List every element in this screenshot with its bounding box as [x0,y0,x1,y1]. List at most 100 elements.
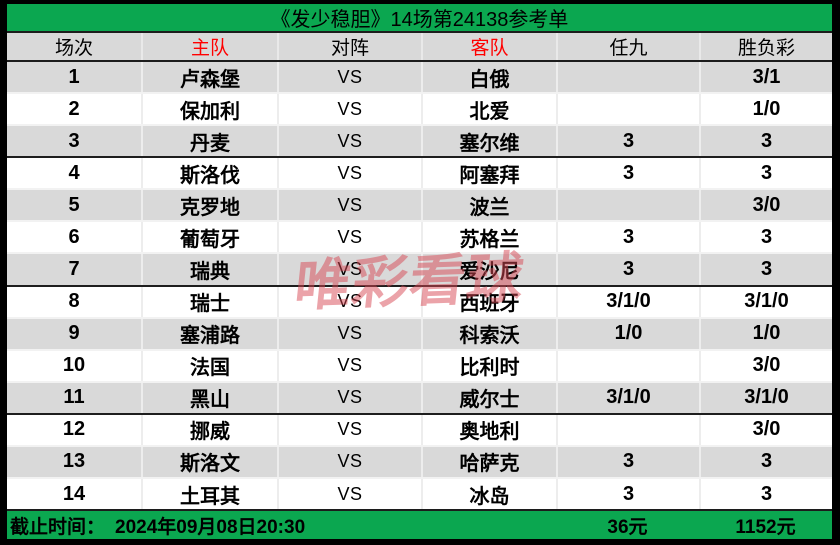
vs-label: VS [277,62,421,93]
match-row: 5 克罗地 VS 波兰 3/0 [7,188,832,221]
col-header-shengfucai: 胜负彩 [699,33,832,60]
match-no-cell: 1 [68,65,80,88]
home-team-cell: 葡萄牙 [141,222,277,253]
shengfucai-cell: 3 [699,446,832,478]
renjiu-cell: 3 [556,158,699,189]
shengfucai-cell: 1/0 [699,318,832,349]
shengfucai-cell: 3 [699,254,832,285]
shengfucai-cell: 3/0 [699,350,832,381]
away-team-cell: 威尔士 [421,382,556,413]
home-team-cell: 土耳其 [141,479,277,510]
table-header-row: 场次 主队 对阵 客队 任九 胜负彩 [7,33,832,60]
shengfucai-cell: 3/1/0 [699,286,832,317]
away-team-cell: 哈萨克 [421,446,556,478]
home-team-cell: 克罗地 [141,190,277,221]
deadline-value: 2024年09月08日20:30 [115,516,306,538]
shengfucai-cell: 1/0 [699,94,832,125]
renjiu-cell [556,94,699,125]
match-table-body: 1 卢森堡 VS 白俄 3/1 2 保加利 VS 北爱 1/0 3 丹麦 VS [7,62,832,510]
match-no-cell: 4 [68,161,80,184]
match-no-cell: 8 [68,290,80,313]
col-header-home-team: 主队 [141,33,277,60]
deadline-label: 截止时间： [10,516,106,538]
home-team-cell: 丹麦 [141,126,277,157]
renjiu-cell [556,190,699,221]
away-team-cell: 比利时 [421,350,556,381]
match-no-cell: 5 [68,193,80,216]
match-row: 14 土耳其 VS 冰岛 3 3 [7,477,832,510]
away-team-cell: 北爱 [421,94,556,125]
col-header-renjiu: 任九 [556,33,699,60]
match-row: 10 法国 VS 比利时 3/0 [7,348,832,381]
away-team-cell: 波兰 [421,190,556,221]
vs-label: VS [277,414,421,445]
away-team-cell: 阿塞拜 [421,158,556,189]
match-row: 8 瑞士 VS 西班牙 3/1/0 3/1/0 [7,286,832,317]
renjiu-cell: 3 [556,479,699,510]
col-header-match-no: 场次 [54,38,93,59]
vs-label: VS [277,222,421,253]
home-team-cell: 法国 [141,350,277,381]
home-team-cell: 瑞典 [141,254,277,285]
vs-label: VS [277,286,421,317]
col-header-versus: 对阵 [277,33,421,60]
shengfucai-cell: 3/0 [699,190,832,221]
divider-above-footer [7,509,832,511]
match-no-cell: 6 [68,225,80,248]
match-row: 12 挪威 VS 奥地利 3/0 [7,414,832,445]
match-row: 7 瑞典 VS 爱沙尼 3 3 [7,252,832,287]
match-row: 4 斯洛伐 VS 阿塞拜 3 3 [7,158,832,189]
away-team-cell: 奥地利 [421,414,556,445]
vs-label: VS [277,446,421,478]
renjiu-cell: 3 [556,222,699,253]
match-no-cell: 3 [68,129,80,152]
shengfucai-cell: 3 [699,158,832,189]
shengfucai-total: 1152元 [735,516,796,538]
home-team-cell: 塞浦路 [141,318,277,349]
match-no-cell: 13 [62,450,86,473]
renjiu-cell [556,62,699,93]
away-team-cell: 科索沃 [421,318,556,349]
home-team-cell: 斯洛文 [141,446,277,478]
match-no-cell: 7 [68,258,80,280]
vs-label: VS [277,350,421,381]
vs-label: VS [277,318,421,349]
home-team-cell: 瑞士 [141,286,277,317]
renjiu-cell: 3 [556,126,699,157]
shengfucai-cell: 3/1 [699,62,832,93]
shengfucai-cell: 3 [699,126,832,157]
renjiu-total: 36元 [607,516,648,538]
vs-label: VS [277,479,421,510]
match-row: 13 斯洛文 VS 哈萨克 3 3 [7,444,832,478]
page-title: 《发少稳胆》14场第24138参考单 [270,9,569,31]
match-no-cell: 9 [68,322,80,345]
vs-label: VS [277,126,421,157]
divider-below-title [7,31,832,33]
home-team-cell: 挪威 [141,414,277,445]
home-team-cell: 卢森堡 [141,62,277,93]
shengfucai-cell: 3/0 [699,414,832,445]
away-team-cell: 塞尔维 [421,126,556,157]
away-team-cell: 冰岛 [421,479,556,510]
home-team-cell: 黑山 [141,382,277,413]
match-no-cell: 14 [62,482,86,505]
home-team-cell: 保加利 [141,94,277,125]
away-team-cell: 白俄 [421,62,556,93]
vs-label: VS [277,94,421,125]
renjiu-cell: 3/1/0 [556,382,699,413]
renjiu-cell: 1/0 [556,318,699,349]
match-row: 6 葡萄牙 VS 苏格兰 3 3 [7,220,832,253]
divider-below-header [7,60,832,62]
match-no-cell: 10 [62,354,86,377]
col-header-away-team: 客队 [421,33,556,60]
deadline: 截止时间： 2024年09月08日20:30 [7,512,556,539]
home-team-cell: 斯洛伐 [141,158,277,189]
vs-label: VS [277,254,421,285]
match-row: 2 保加利 VS 北爱 1/0 [7,92,832,125]
vs-label: VS [277,158,421,189]
title-bar: 《发少稳胆》14场第24138参考单 [7,4,832,31]
away-team-cell: 苏格兰 [421,222,556,253]
renjiu-cell: 3 [556,446,699,478]
renjiu-cell [556,414,699,445]
